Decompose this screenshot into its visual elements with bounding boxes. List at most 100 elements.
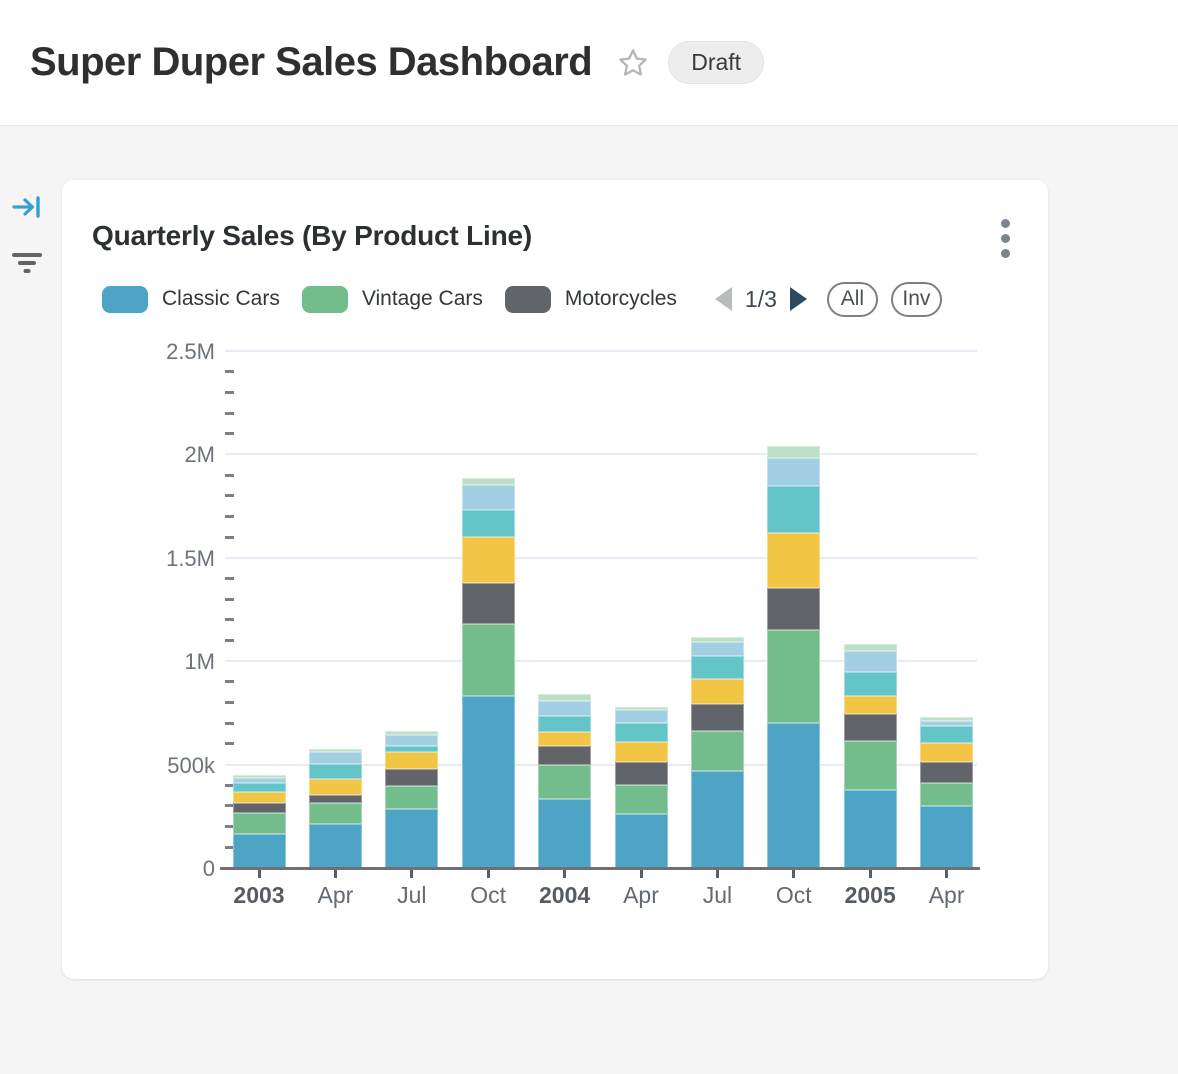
bar-segment[interactable] xyxy=(308,824,362,868)
bar-segment[interactable] xyxy=(767,445,821,458)
bar-segment[interactable] xyxy=(538,798,592,868)
bar-segment[interactable] xyxy=(920,743,974,762)
bar-segment[interactable] xyxy=(920,761,974,783)
bar-segment[interactable] xyxy=(232,833,286,868)
bar-segment[interactable] xyxy=(232,782,286,793)
bar-segment[interactable] xyxy=(843,671,897,696)
bar-segment[interactable] xyxy=(690,770,744,868)
bar-segment[interactable] xyxy=(843,651,897,672)
bar-segment[interactable] xyxy=(843,695,897,715)
bar-segment[interactable] xyxy=(385,731,439,735)
bar-segment[interactable] xyxy=(308,763,362,779)
filter-button[interactable] xyxy=(8,244,46,282)
kebab-icon xyxy=(1000,218,1010,228)
bar-segment[interactable] xyxy=(461,623,515,696)
bar-segment[interactable] xyxy=(385,734,439,746)
y-minor-tick xyxy=(225,473,234,477)
legend-select-all-button[interactable]: All xyxy=(826,281,878,317)
bar-segment[interactable] xyxy=(690,731,744,771)
bar-segment[interactable] xyxy=(385,745,439,752)
bar-segment[interactable] xyxy=(614,742,668,762)
bar-segment[interactable] xyxy=(385,786,439,810)
bar-segment[interactable] xyxy=(920,726,974,744)
y-minor-tick xyxy=(225,432,234,436)
x-axis-label: 2005 xyxy=(844,882,896,908)
bar-segment[interactable] xyxy=(461,485,515,510)
bar-segment[interactable] xyxy=(461,478,515,486)
bar-segment[interactable] xyxy=(385,809,439,868)
bar-segment[interactable] xyxy=(920,782,974,807)
x-axis-label: Jul xyxy=(397,882,427,908)
bar-segment[interactable] xyxy=(690,703,744,732)
bar-segment[interactable] xyxy=(843,741,897,791)
bar-segment[interactable] xyxy=(614,814,668,868)
bar-segment[interactable] xyxy=(538,765,592,799)
bar-segment[interactable] xyxy=(308,752,362,764)
legend-next-page-icon[interactable] xyxy=(789,287,807,311)
bar-segment[interactable] xyxy=(614,710,668,723)
bar-segment[interactable] xyxy=(385,768,439,787)
bar-segment[interactable] xyxy=(461,509,515,537)
bar-segment[interactable] xyxy=(690,636,744,642)
bar-segment[interactable] xyxy=(920,720,974,727)
bar-segment[interactable] xyxy=(767,587,821,630)
y-minor-tick xyxy=(225,494,234,498)
bar-segment[interactable] xyxy=(538,700,592,716)
bar-segment[interactable] xyxy=(767,457,821,487)
bar-segment[interactable] xyxy=(843,714,897,742)
bar-segment[interactable] xyxy=(767,532,821,588)
x-axis-label: Apr xyxy=(623,882,659,908)
bar-segment[interactable] xyxy=(843,644,897,652)
y-axis-label: 1M xyxy=(184,649,215,675)
app-header: Super Duper Sales Dashboard Draft xyxy=(0,0,1178,126)
bar-segment[interactable] xyxy=(614,722,668,743)
bar-segment[interactable] xyxy=(614,707,668,711)
y-minor-tick xyxy=(225,639,234,643)
bar-segment[interactable] xyxy=(232,812,286,834)
card-menu-button[interactable] xyxy=(990,212,1020,264)
bar-segment[interactable] xyxy=(461,583,515,624)
y-minor-tick xyxy=(225,742,234,746)
bar-segment[interactable] xyxy=(843,790,897,868)
collapse-panel-button[interactable] xyxy=(8,188,46,226)
bar-segment[interactable] xyxy=(538,746,592,765)
bar-segment[interactable] xyxy=(308,803,362,825)
bar-segment[interactable] xyxy=(232,792,286,803)
legend-item[interactable]: Motorcycles xyxy=(504,285,677,313)
bar-segment[interactable] xyxy=(538,716,592,732)
bar-segment[interactable] xyxy=(690,641,744,657)
bar-segment[interactable] xyxy=(232,778,286,783)
bar-segment[interactable] xyxy=(920,806,974,868)
bar-segment[interactable] xyxy=(690,656,744,679)
status-badge: Draft xyxy=(668,41,765,84)
y-minor-tick xyxy=(225,370,234,374)
legend-invert-button[interactable]: Inv xyxy=(890,281,942,317)
bar-segment[interactable] xyxy=(232,802,286,813)
x-axis-tick xyxy=(486,870,490,878)
y-axis-label: 1.5M xyxy=(166,545,215,571)
legend-item[interactable]: Classic Cars xyxy=(102,285,280,313)
bar-segment[interactable] xyxy=(767,629,821,723)
bar-segment[interactable] xyxy=(461,695,515,868)
bar-segment[interactable] xyxy=(767,722,821,868)
bar-segment[interactable] xyxy=(538,693,592,701)
bar-segment[interactable] xyxy=(690,678,744,704)
legend-item[interactable]: Vintage Cars xyxy=(301,285,483,313)
legend-prev-page-icon[interactable] xyxy=(714,287,732,311)
bar-segment[interactable] xyxy=(614,785,668,814)
x-axis-label: 2003 xyxy=(233,882,285,908)
legend-label: Vintage Cars xyxy=(361,287,483,310)
bar-segment[interactable] xyxy=(308,749,362,753)
favorite-button[interactable] xyxy=(616,46,650,80)
bar-segment[interactable] xyxy=(385,751,439,769)
bar-segment[interactable] xyxy=(308,778,362,795)
y-minor-tick xyxy=(225,680,234,684)
bar-segment[interactable] xyxy=(614,761,668,786)
bar-segment[interactable] xyxy=(767,486,821,533)
y-minor-tick xyxy=(225,701,234,705)
bar-segment[interactable] xyxy=(538,731,592,747)
bar-segment[interactable] xyxy=(308,794,362,804)
bar-segment[interactable] xyxy=(920,716,974,721)
bar-segment[interactable] xyxy=(461,536,515,584)
bar-segment[interactable] xyxy=(232,774,286,779)
